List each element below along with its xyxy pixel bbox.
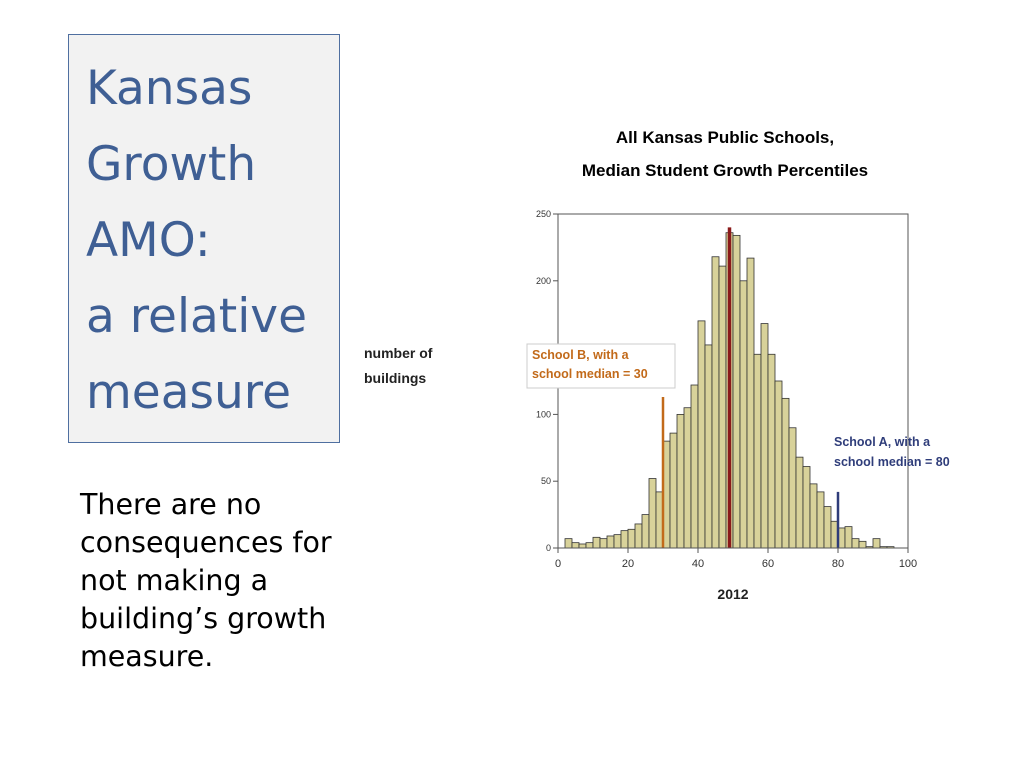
histogram-bar [851, 538, 860, 549]
histogram-bar [620, 530, 629, 549]
x-axis-label: 2012 [717, 586, 748, 602]
x-tick-label: 40 [692, 558, 704, 570]
histogram-bar [599, 538, 608, 549]
title-box: Kansas Growth AMO: a relative measure [68, 34, 340, 443]
y-axis-label-line-1: number of [364, 345, 433, 361]
histogram-bar [697, 320, 706, 549]
body-text: There are no consequences for not making… [80, 486, 380, 676]
histogram-bar [816, 491, 825, 549]
school-a-label-line-1: School A, with a [834, 435, 931, 449]
histogram-bars [564, 232, 895, 549]
histogram-bar [585, 542, 594, 549]
histogram-bar [683, 407, 692, 549]
histogram-bar [732, 234, 741, 549]
title-line-2: Growth [86, 137, 257, 192]
chart-title-line-2: Median Student Growth Percentiles [582, 161, 868, 180]
histogram-bar [711, 256, 720, 549]
y-axis-label-line-2: buildings [364, 370, 426, 386]
histogram-bar [606, 535, 615, 549]
x-tick-label: 100 [899, 558, 917, 570]
histogram-bar [613, 534, 622, 549]
body-line-3: not making a [80, 564, 269, 597]
histogram-bar [760, 323, 769, 549]
body-line-2: consequences for [80, 526, 332, 559]
histogram-bar [676, 413, 685, 549]
annotations: School B, with a school median = 30 School… [526, 343, 950, 469]
y-tick-label: 250 [536, 209, 551, 219]
histogram-bar [774, 380, 783, 549]
histogram-bar [641, 514, 650, 549]
title-line-5: measure [86, 365, 291, 420]
histogram-bar [781, 397, 790, 549]
histogram-bar [690, 384, 699, 549]
histogram-bar [788, 427, 797, 549]
histogram-bar [753, 353, 762, 549]
histogram-bar [648, 478, 657, 549]
x-tick-label: 20 [622, 558, 634, 570]
histogram-bar [704, 344, 713, 549]
title-line-4: a relative [86, 289, 308, 344]
histogram-bar [802, 466, 811, 549]
histogram-bar [872, 538, 881, 549]
x-tick-label: 80 [832, 558, 844, 570]
x-tick-label: 60 [762, 558, 774, 570]
histogram-bar [767, 353, 776, 549]
school-b-label-box [526, 343, 676, 389]
histogram-bar [564, 538, 573, 549]
y-tick-label: 0 [546, 543, 551, 553]
histogram-bar [858, 540, 867, 549]
y-tick-label: 100 [536, 409, 551, 419]
histogram-bar [669, 432, 678, 549]
school-a-label-line-2: school median = 80 [834, 455, 950, 469]
histogram-bar [809, 483, 818, 549]
histogram-bar [571, 542, 580, 549]
school-b-label-line-1: School B, with a [532, 348, 630, 362]
histogram-bar [844, 526, 853, 549]
histogram-bar [739, 280, 748, 549]
histogram-bar [634, 523, 643, 549]
y-tick-label: 200 [536, 276, 551, 286]
school-b-label-line-2: school median = 30 [532, 367, 648, 381]
x-tick-label: 0 [555, 558, 561, 570]
body-line-5: measure. [80, 640, 214, 673]
histogram-bar [578, 543, 587, 549]
histogram-bar [823, 506, 832, 549]
title-line-3: AMO: [86, 213, 211, 268]
histogram-bar [795, 456, 804, 549]
histogram-bar [592, 536, 601, 549]
body-line-4: building’s growth [80, 602, 327, 635]
title-line-1: Kansas [86, 61, 253, 116]
axes: 050100150200250020406080100 [536, 209, 917, 570]
body-line-1: There are no [80, 488, 262, 521]
histogram-bar [718, 265, 727, 549]
chart-title-line-1: All Kansas Public Schools, [616, 128, 834, 147]
y-tick-label: 50 [541, 476, 551, 486]
marker-lines [661, 227, 840, 548]
histogram-bar [627, 528, 636, 549]
histogram-bar [746, 257, 755, 549]
